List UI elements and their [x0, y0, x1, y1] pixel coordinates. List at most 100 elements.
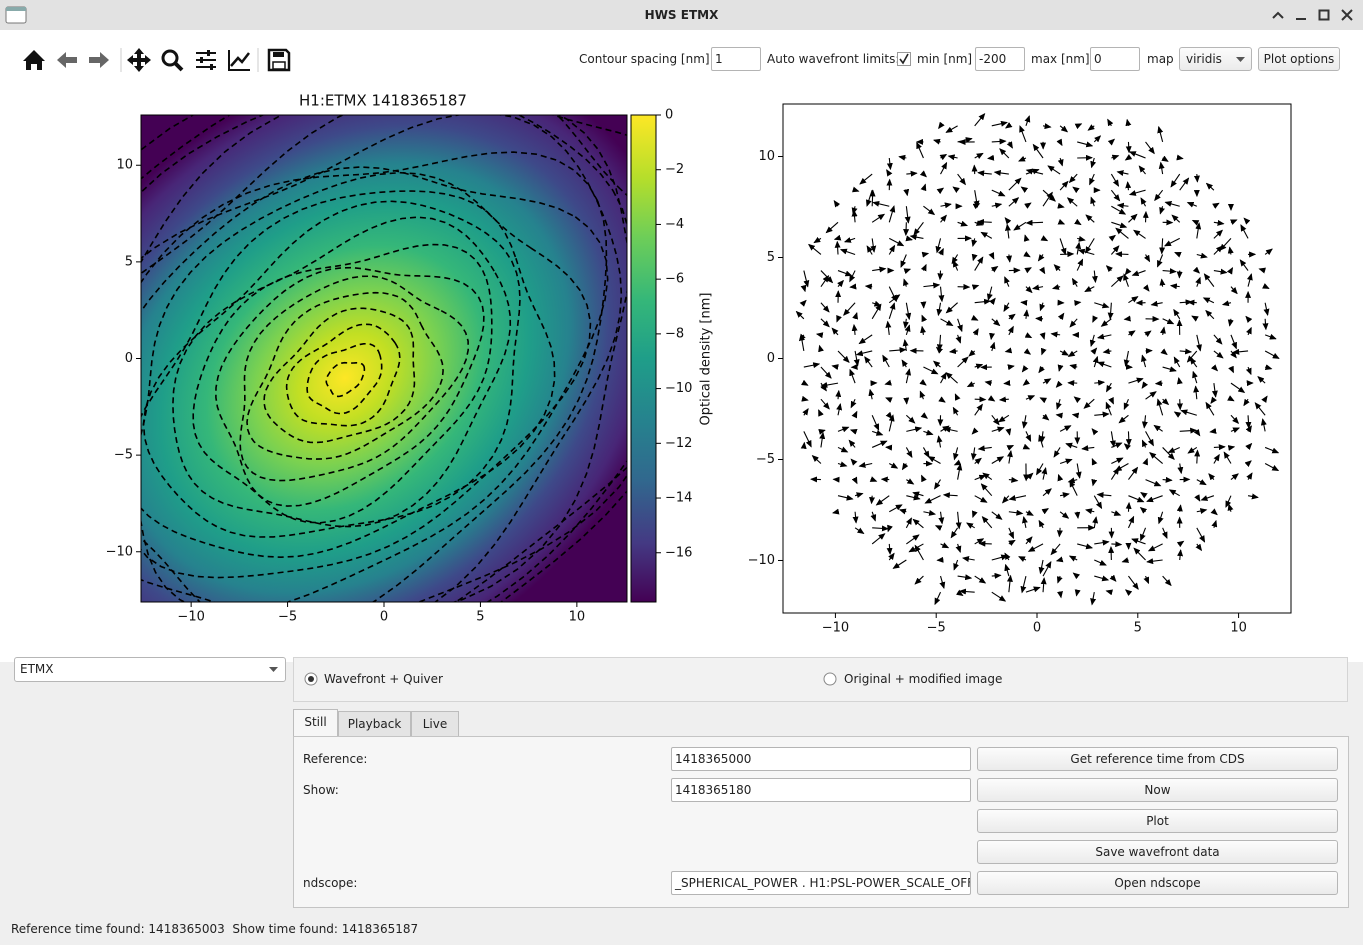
max-input[interactable]: 0 — [1090, 47, 1140, 71]
quiver-arrow — [803, 362, 821, 369]
quiver-arrow — [1239, 259, 1249, 271]
quiver-arrow — [1159, 206, 1165, 215]
radio-label[interactable]: Original + modified image — [844, 672, 1003, 686]
quiver-arrow — [998, 414, 1010, 423]
contour-spacing-input[interactable]: 1 — [711, 47, 761, 71]
quiver-arrow — [1261, 395, 1268, 404]
quiver-arrow — [1007, 325, 1014, 336]
quiver-arrow — [1174, 252, 1182, 258]
button[interactable]: Get reference time from CDS — [977, 747, 1338, 771]
colorbar-tick-label: −16 — [665, 545, 692, 560]
quiver-arrow — [1149, 452, 1163, 464]
quiver-arrow — [1226, 267, 1234, 275]
quiver-arrow — [837, 279, 844, 288]
quiver-arrow — [1073, 396, 1081, 404]
tab[interactable]: Still — [293, 709, 338, 736]
quiver-arrow — [991, 426, 1005, 433]
quiver-arrow — [888, 302, 896, 319]
quiver-arrow — [1230, 382, 1246, 394]
quiver-arrow — [1006, 444, 1015, 451]
quiver-arrow — [851, 206, 858, 215]
quiver-arrow — [1193, 174, 1200, 183]
quiver-arrow — [1213, 453, 1220, 464]
quiver-arrow — [889, 237, 905, 247]
quiver-arrow — [1159, 238, 1166, 255]
quiver-arrow — [1051, 284, 1061, 290]
quiver-arrow — [1189, 357, 1198, 368]
quiver-arrow — [871, 533, 886, 545]
instrument-combo[interactable]: ETMX — [14, 657, 286, 682]
quiver-arrow — [855, 350, 873, 357]
button[interactable]: Plot — [977, 809, 1338, 833]
quiver-arrow — [1059, 180, 1069, 191]
quiver-arrow — [865, 189, 873, 207]
quiver-arrow — [1091, 457, 1098, 466]
quiver-arrow — [906, 494, 921, 501]
tab[interactable]: Playback — [338, 711, 411, 736]
plot-options-button[interactable]: Plot options — [1258, 47, 1340, 71]
quiver-arrow — [1193, 428, 1201, 437]
contour — [141, 190, 556, 559]
x-tick-label: −5 — [278, 610, 297, 625]
radio-button[interactable] — [304, 672, 318, 686]
quiver-arrow — [1042, 123, 1052, 130]
checkbox[interactable] — [897, 52, 911, 66]
ndscope-input[interactable]: _SPHERICAL_POWER . H1:PSL-POWER_SCALE_OF… — [671, 871, 971, 895]
quiver-arrow — [1141, 415, 1148, 429]
quiver-arrow — [1090, 592, 1097, 606]
quiver-arrow — [1020, 186, 1029, 193]
plot-canvas: H1:ETMX 1418365187 Optical density [nm] … — [0, 30, 1363, 662]
quiver-arrow — [1209, 428, 1217, 434]
quiver-arrow — [820, 270, 834, 284]
quiver-arrow — [1025, 168, 1044, 175]
quiver-arrow — [943, 426, 958, 433]
toolbar-icons[interactable] — [23, 48, 291, 72]
quiver-arrow — [885, 411, 893, 420]
quiver-arrow — [991, 318, 1001, 327]
quiver-arrow — [837, 446, 849, 453]
colorbar-tick-label: −6 — [665, 272, 684, 287]
radio-button[interactable] — [823, 672, 837, 686]
quiver-arrow — [1118, 414, 1129, 424]
colorbar-tick-label: −4 — [665, 217, 684, 232]
quiver-arrow — [801, 395, 809, 402]
radio-label[interactable]: Wavefront + Quiver — [324, 672, 443, 686]
quiver-arrow — [835, 389, 842, 400]
quiver-arrow — [1040, 347, 1047, 356]
quiver-arrow — [1018, 155, 1027, 162]
quiver-arrow — [1127, 515, 1135, 529]
quiver-arrow — [1203, 273, 1215, 287]
quiver-arrow — [1057, 218, 1066, 225]
quiver-arrow — [1039, 431, 1046, 444]
quiver-arrow — [947, 154, 958, 161]
button[interactable]: Open ndscope — [977, 871, 1338, 895]
min-input[interactable]: -200 — [975, 47, 1025, 71]
button[interactable]: Save wavefront data — [977, 840, 1338, 864]
quiver-arrow — [850, 398, 857, 409]
quiver-arrow — [958, 588, 975, 595]
window-controls[interactable] — [0, 0, 1363, 30]
colorbar-tick-label: −14 — [665, 491, 692, 506]
quiver-arrow — [820, 302, 830, 313]
quiver-arrow — [1244, 460, 1252, 468]
quiver-arrow — [912, 491, 924, 498]
y-tick-label: −5 — [114, 448, 133, 463]
quiver-arrow — [1059, 125, 1069, 133]
quiver-arrow — [1213, 219, 1225, 226]
quiver-arrow — [849, 283, 857, 290]
quiver-arrow — [945, 372, 958, 384]
button[interactable]: Now — [977, 778, 1338, 802]
reference-input[interactable]: 1418365000 — [671, 747, 971, 771]
show-input[interactable]: 1418365180 — [671, 778, 971, 802]
tab[interactable]: Live — [411, 711, 459, 736]
quiver-arrow — [831, 364, 839, 371]
quiver-arrow — [1195, 543, 1203, 552]
quiver-arrow — [921, 314, 928, 323]
x-tick-label: 0 — [1033, 621, 1041, 636]
quiver-arrow — [1059, 511, 1070, 519]
quiver-arrow — [1053, 447, 1061, 458]
quiver-arrow — [940, 161, 948, 175]
quiver-arrow — [954, 393, 961, 401]
quiver-arrow — [1032, 284, 1044, 291]
quiver-arrow — [1219, 238, 1232, 251]
